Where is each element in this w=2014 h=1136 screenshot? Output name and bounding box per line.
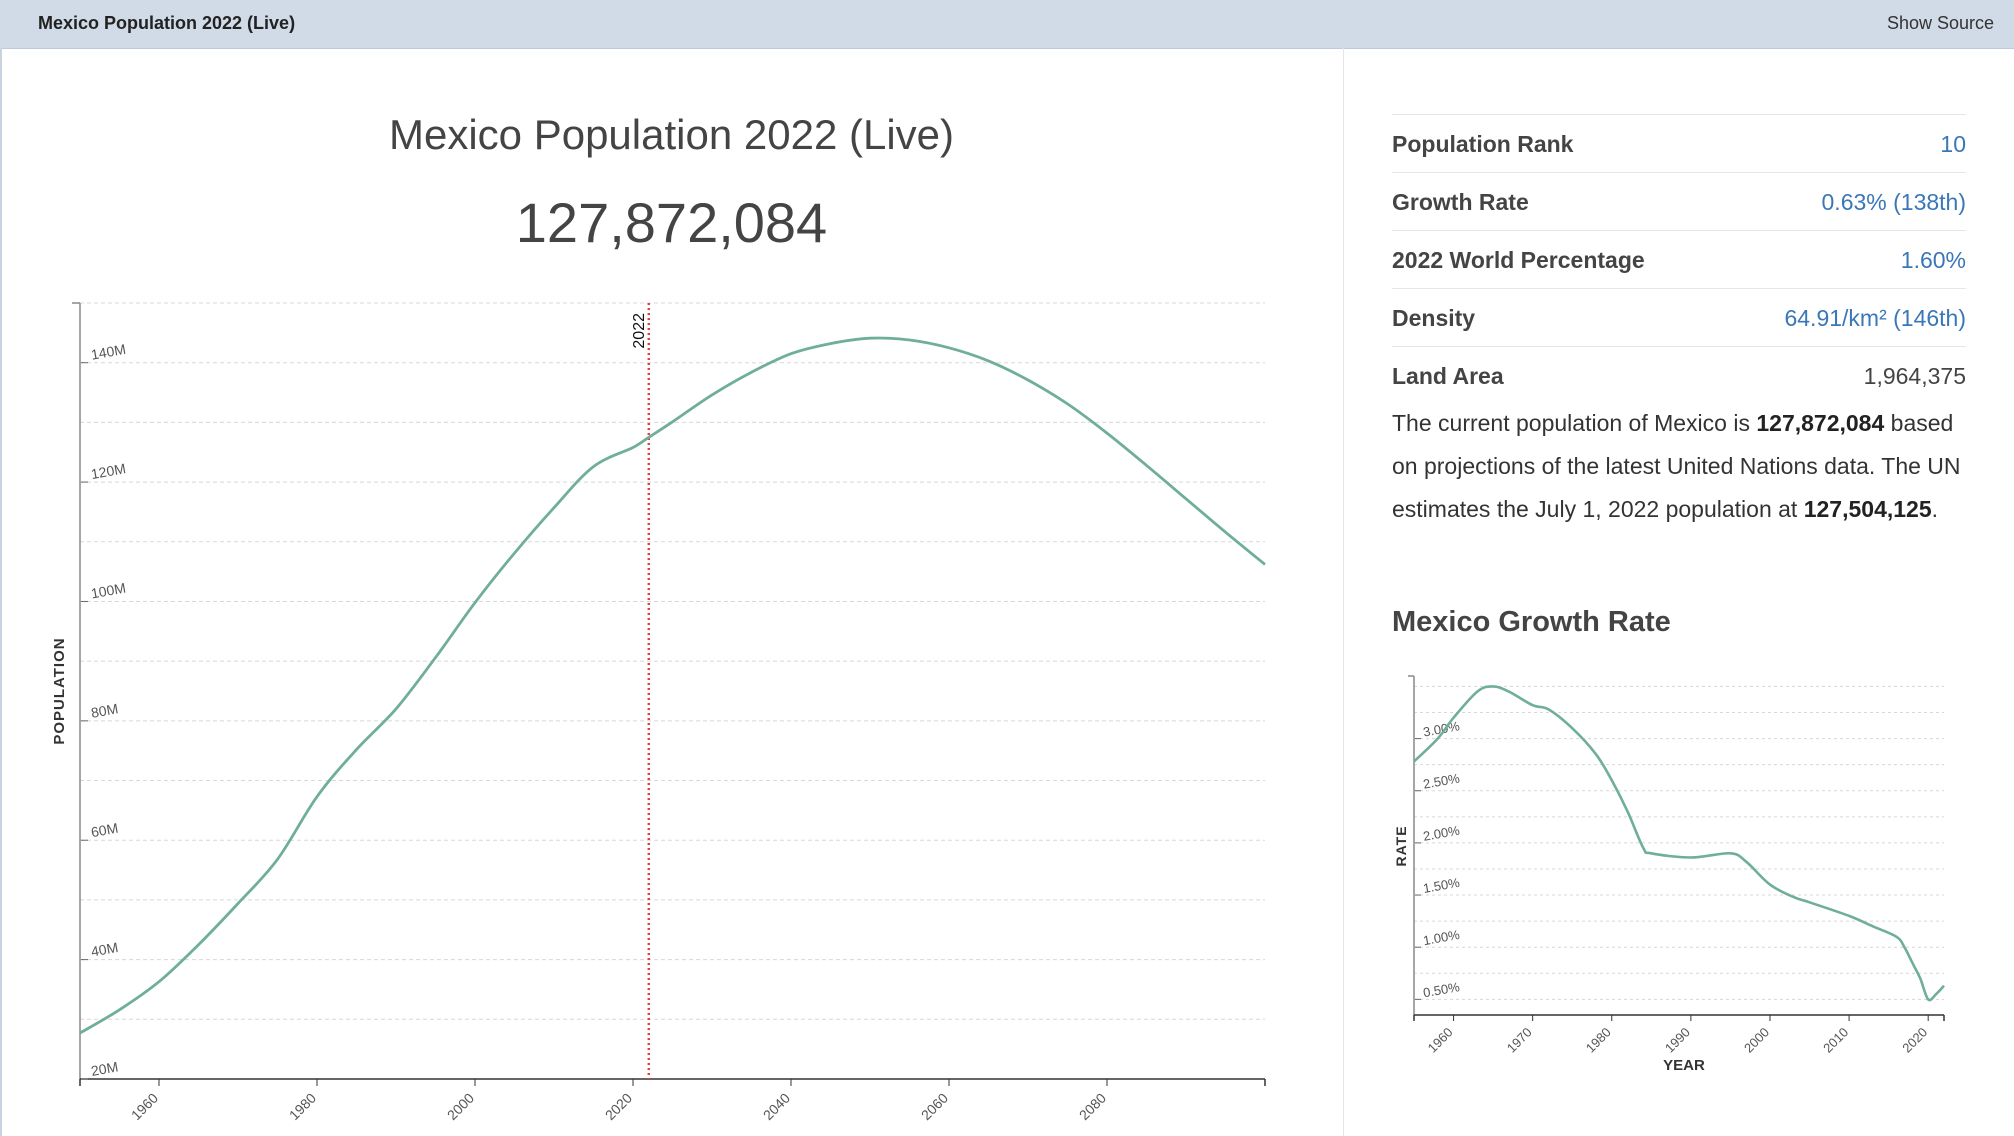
y-axis-title: POPULATION xyxy=(51,637,68,744)
stat-row-world-percentage: 2022 World Percentage 1.60% xyxy=(1392,230,1966,288)
x-tick-label: 2000 xyxy=(1741,1025,1772,1056)
desc-current-population: 127,872,084 xyxy=(1756,410,1885,436)
y-tick-label: 60M xyxy=(90,820,120,840)
desc-un-estimate: 127,504,125 xyxy=(1803,496,1932,522)
y-tick-label: 100M xyxy=(90,580,127,602)
x-tick-label: 1960 xyxy=(1425,1025,1456,1056)
growth-rate-line xyxy=(1413,685,1945,1002)
stat-label: Land Area xyxy=(1392,363,1504,389)
stat-row-rank: Population Rank 10 xyxy=(1392,114,1966,172)
x-tick-label: 2000 xyxy=(444,1090,477,1123)
population-chart: 20M 40M 60M 80M 100M 120M 140M 1960 1980 2000 2020… xyxy=(51,302,1266,1123)
x-tick-label: 2010 xyxy=(1820,1025,1851,1056)
x-tick-label: 2020 xyxy=(1899,1025,1930,1056)
top-bar: Mexico Population 2022 (Live) Show Sourc… xyxy=(0,0,2014,49)
stat-value-link[interactable]: 10 xyxy=(1940,131,1966,157)
y-tick-label: 40M xyxy=(90,939,120,959)
x-axis-title: YEAR xyxy=(1663,1057,1705,1074)
stat-value-link[interactable]: 0.63% (138th) xyxy=(1821,189,1966,215)
stat-row-density: Density 64.91/km² (146th) xyxy=(1392,288,1966,346)
x-tick-label: 1960 xyxy=(128,1090,161,1123)
x-tick-label: 2060 xyxy=(918,1090,951,1123)
x-tick-label: 1980 xyxy=(1583,1025,1614,1056)
y-tick-label: 80M xyxy=(90,700,120,720)
y-tick-label: 2.50% xyxy=(1422,770,1461,791)
y-tick-label: 140M xyxy=(90,341,127,363)
x-tick-label: 2040 xyxy=(760,1090,793,1123)
y-tick-label: 120M xyxy=(90,460,127,482)
x-tick-label: 2080 xyxy=(1076,1090,1109,1123)
column-divider xyxy=(1343,48,1344,1136)
y-tick-label: 1.50% xyxy=(1422,875,1461,896)
stat-label: Density xyxy=(1392,305,1476,331)
y-tick-label: 3.00% xyxy=(1422,718,1461,739)
desc-text: . xyxy=(1931,496,1939,522)
x-tick-label: 1980 xyxy=(286,1090,319,1123)
x-tick-label: 1990 xyxy=(1662,1025,1693,1056)
x-tick-label: 1970 xyxy=(1504,1025,1535,1056)
stat-label: Growth Rate xyxy=(1392,189,1529,215)
x-tick-label: 2020 xyxy=(602,1090,635,1123)
y-tick-label: 2.00% xyxy=(1422,823,1461,844)
desc-text: The current population of Mexico is xyxy=(1392,410,1757,436)
page-header-title: Mexico Population 2022 (Live) xyxy=(38,13,296,33)
stat-row-land-area: Land Area 1,964,375 xyxy=(1392,346,1966,404)
y-tick-label: 1.00% xyxy=(1422,927,1461,948)
show-source-link[interactable]: Show Source xyxy=(1886,13,1994,33)
stat-row-growth: Growth Rate 0.63% (138th) xyxy=(1392,172,1966,230)
growth-rate-title: Mexico Growth Rate xyxy=(1392,606,1671,638)
stat-value-link[interactable]: 1.60% xyxy=(1900,247,1966,273)
y-tick-label: 0.50% xyxy=(1422,979,1461,1000)
population-line xyxy=(79,336,1266,1035)
stat-value: 1,964,375 xyxy=(1863,363,1966,389)
desc-text: based on projections of the latest Unite… xyxy=(1392,410,1961,522)
y-axis-title: RATE xyxy=(1393,825,1409,866)
stat-value-link[interactable]: 64.91/km² (146th) xyxy=(1784,305,1966,331)
growth-rate-chart: 0.50% 1.00% 1.50% 2.00% 2.50% 3.00% 1960 1970 19… xyxy=(1393,675,1945,1074)
stat-label: 2022 World Percentage xyxy=(1392,247,1645,273)
marker-label: 2022 xyxy=(631,313,648,349)
live-population-count: 127,872,084 xyxy=(515,191,828,254)
main-title: Mexico Population 2022 (Live) xyxy=(389,111,954,158)
stats-table: Population Rank 10 Growth Rate 0.63% (13… xyxy=(1392,114,1966,404)
left-border xyxy=(0,48,2,1136)
population-description: The current population of Mexico is 127,… xyxy=(1392,402,1972,531)
y-tick-label: 20M xyxy=(90,1058,120,1078)
stat-label: Population Rank xyxy=(1392,131,1574,157)
